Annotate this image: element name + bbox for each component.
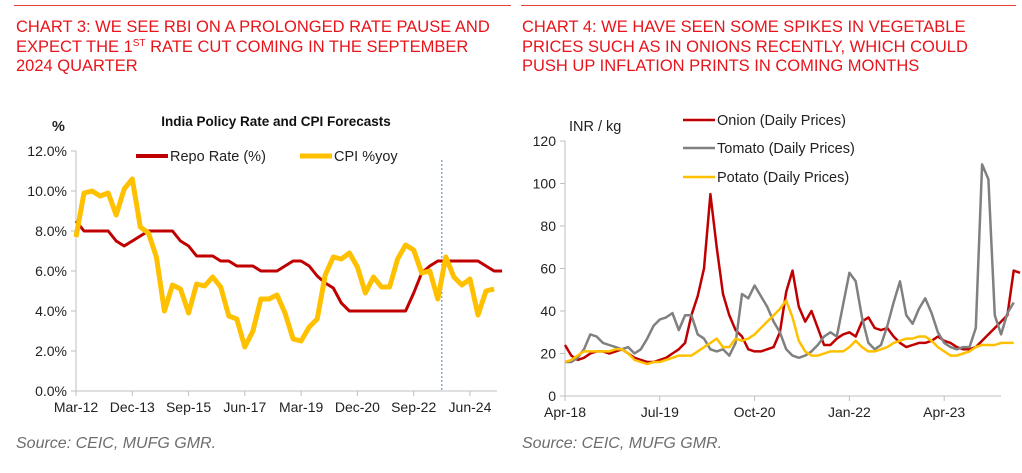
x-tick-label: Sep-15 bbox=[166, 399, 211, 415]
legend-label: Potato (Daily Prices) bbox=[717, 170, 849, 186]
legend-label: Repo Rate (%) bbox=[170, 149, 266, 165]
chart-3-panel: CHART 3: WE SEE RBI ON A PROLONGED RATE … bbox=[14, 5, 511, 452]
chart-4-heading: CHART 4: WE HAVE SEEN SOME SPIKES IN VEG… bbox=[522, 18, 1017, 77]
x-tick-label: Mar-19 bbox=[279, 399, 324, 415]
legend-label: Onion (Daily Prices) bbox=[717, 113, 846, 129]
chart-4-panel: CHART 4: WE HAVE SEEN SOME SPIKES IN VEG… bbox=[511, 0, 1022, 473]
y-tick-label: 12.0% bbox=[27, 143, 67, 159]
legend-label: Tomato (Daily Prices) bbox=[717, 141, 855, 157]
y-tick-label: 60 bbox=[540, 261, 556, 277]
y-axis-unit-label: INR / kg bbox=[569, 119, 621, 135]
chart-3-plot: India Policy Rate and CPI Forecasts% 0.0%… bbox=[27, 114, 503, 415]
x-tick-label: Dec-13 bbox=[110, 399, 155, 415]
y-tick-label: 4.0% bbox=[35, 303, 67, 319]
y-tick-label: 120 bbox=[533, 133, 557, 149]
x-tick-label: Sep-22 bbox=[391, 399, 436, 415]
y-tick-label: 8.0% bbox=[35, 223, 67, 239]
chart-4-plot: INR / kg 0 20 40 60 80 100 120 Apr-18 Jul-19 Oct-2… bbox=[533, 113, 1021, 420]
y-tick-label: 20 bbox=[540, 346, 556, 362]
series-line-potato-daily-prices bbox=[564, 299, 1014, 366]
y-tick-label: 6.0% bbox=[35, 263, 67, 279]
chart-4-source: Source: CEIC, MUFG GMR. bbox=[522, 435, 723, 452]
heading-text-continued: RATE CUT COMING IN THE SEPTEMBER 2024 QU… bbox=[16, 37, 469, 76]
x-tick-label: Jun-24 bbox=[449, 399, 492, 415]
y-tick-label: 80 bbox=[540, 218, 556, 234]
y-axis-unit-label: % bbox=[52, 119, 65, 135]
chart-3-heading: CHART 3: WE SEE RBI ON A PROLONGED RATE … bbox=[16, 18, 506, 77]
top-divider bbox=[14, 5, 511, 6]
x-tick-label: Jun-17 bbox=[223, 399, 266, 415]
y-tick-label: 0 bbox=[548, 388, 556, 404]
series-line-tomato-daily-prices bbox=[565, 163, 1015, 364]
y-tick-label: 100 bbox=[533, 176, 557, 192]
x-tick-label: Apr-18 bbox=[544, 404, 586, 420]
chart-title: India Policy Rate and CPI Forecasts bbox=[161, 114, 391, 129]
y-tick-label: 40 bbox=[540, 303, 556, 319]
x-tick-label: Jan-22 bbox=[828, 404, 871, 420]
y-tick-label: 0.0% bbox=[35, 383, 67, 399]
x-tick-label: Mar-12 bbox=[54, 399, 99, 415]
heading-text: CHART 3: WE SEE RBI ON A PROLONGED RATE … bbox=[16, 18, 490, 56]
x-tick-label: Oct-20 bbox=[734, 404, 776, 420]
series-line-cpi-yoy bbox=[73, 176, 495, 350]
x-tick-label: Jul-19 bbox=[641, 404, 679, 420]
y-tick-label: 2.0% bbox=[35, 343, 67, 359]
heading-superscript: ST bbox=[132, 37, 146, 49]
legend-label: CPI %yoy bbox=[334, 149, 398, 165]
heading-text: CHART 4: WE HAVE SEEN SOME SPIKES IN VEG… bbox=[522, 18, 968, 75]
y-tick-label: 10.0% bbox=[27, 183, 67, 199]
x-tick-label: Dec-20 bbox=[335, 399, 380, 415]
x-tick-label: Apr-23 bbox=[923, 404, 965, 420]
series-line-onion-daily-prices bbox=[563, 192, 1021, 364]
top-divider bbox=[521, 5, 1016, 6]
chart-3-source: Source: CEIC, MUFG GMR. bbox=[16, 435, 217, 452]
